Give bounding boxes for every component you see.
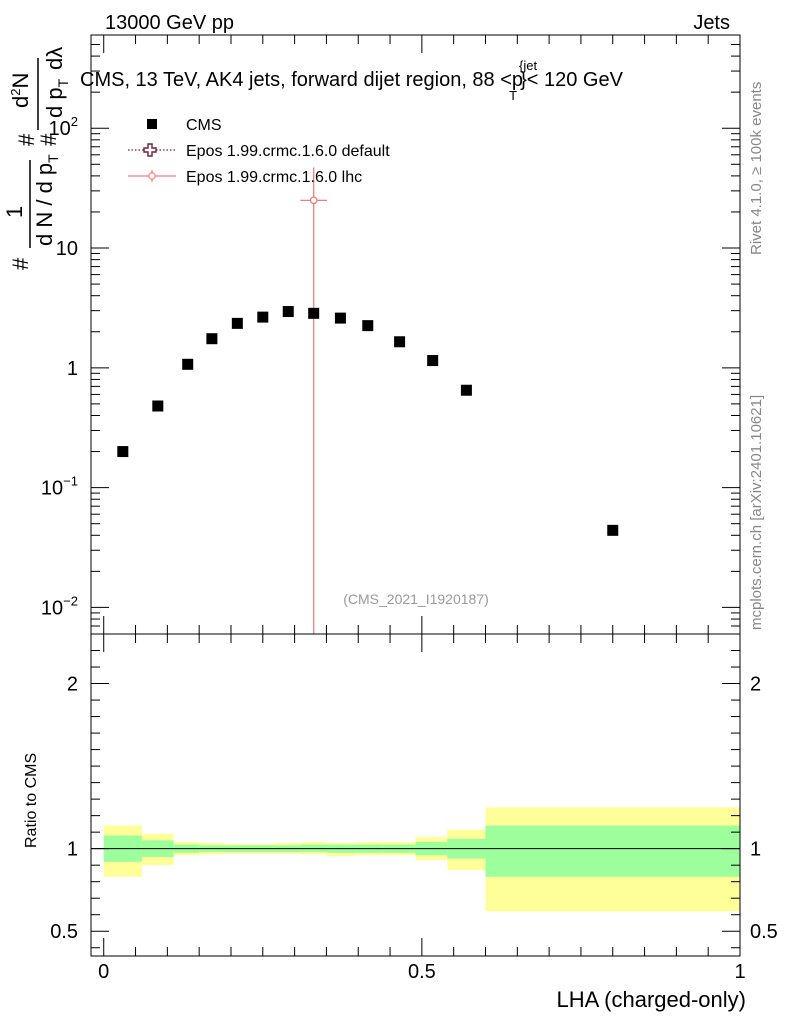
ylabel-dp-main: d p [42,87,67,118]
cms-point [427,355,439,367]
ratio-frame [90,633,741,957]
main-ytick-label-base: 10 [41,478,63,500]
cms-point [607,524,619,536]
chart-title-sub: T [509,88,517,103]
cms-point [257,311,269,323]
main-ytick-label: 10−2 [41,593,78,619]
cms-point [308,307,320,319]
epos-lhc-point [309,196,318,205]
ylabel-hash-2: # [14,133,39,146]
ratio-band-green [485,825,740,877]
legend-epos-default-label: Epos 1.99.crmc.1.6.0 default [186,143,390,160]
chart-title: CMS, 13 TeV, AK4 jets, forward dijet reg… [80,58,624,103]
main-ytick-label-base: 10 [56,238,78,260]
ylabel-frac-den-sub: T [45,154,61,163]
ratio-ytick-label-right: 1 [750,839,761,861]
ylabel-d2n-n: N [8,73,33,89]
ratio-xlabel: LHA (charged-only) [556,987,746,1012]
ylabel-dlambda: dλ [42,47,67,70]
ylabel-frac-den-main: d N / d p [32,163,57,246]
main-ytick-label-base: 10 [49,118,71,140]
mcplots-label: mcplots.cern.ch [arXiv:2401.10621] [748,395,765,630]
legend-epos-default-marker [143,143,157,157]
main-ytick-label: 102 [49,114,78,140]
chart-title-main: CMS, 13 TeV, AK4 jets, forward dijet reg… [80,69,523,91]
ylabel-d2n: d2N [8,73,33,108]
ratio-ytick-label-right: 2 [750,674,761,696]
main-ytick-label: 10 [56,238,78,260]
legend-cms-marker [147,119,157,129]
cms-point [152,400,164,412]
main-ytick-label-exp: −1 [63,474,78,489]
header-left: 13000 GeV pp [105,12,234,34]
ratio-xtick-label: 1 [734,961,745,983]
ylabel-d2n-d: d [8,96,33,108]
ratio-ylabel: Ratio to CMS [23,753,40,848]
cms-point [362,320,374,332]
cms-point [282,306,294,318]
main-ylabel: # 1 d N / d pT # d2N # d pT dλ [2,47,71,270]
ylabel-hash-3: # [36,133,61,146]
cms-point [394,336,406,348]
cms-point [334,312,346,324]
legend-epos-lhc-label: Epos 1.99.crmc.1.6.0 lhc [186,169,362,186]
ratio-bands [103,807,740,912]
cms-point [117,446,129,458]
ylabel-dp-sub: T [55,78,71,87]
ylabel-frac-den: d N / d pT [32,154,61,246]
ratio-ytick-label-right: 0.5 [750,921,778,943]
ratio-ytick-label-left: 2 [67,674,78,696]
ratio-ytick-label-left: 1 [67,839,78,861]
cms-point [182,358,194,370]
chart-title-tail: }< 120 GeV [520,69,624,91]
main-ytick-label-base: 10 [41,597,63,619]
analysis-watermark: (CMS_2021_I1920187) [343,591,489,607]
main-data-layer [117,167,619,634]
ratio-panel: 0.5 0.51 12 20 0.5 1 Ratio to CMS LHA (charge… [23,633,778,1012]
ylabel-hash-1: # [8,257,33,270]
chart-title-sup: {jet [519,58,537,73]
main-ytick-label-exp: 2 [71,114,78,129]
header-right: Jets [693,12,730,34]
ylabel-d2n-sup: 2 [8,89,23,96]
rivet-label: Rivet 4.1.0, ≥ 100k events [748,82,765,255]
ylabel-dp: d pT [42,78,71,118]
cms-point [231,317,243,329]
ylabel-frac-num: 1 [2,206,27,218]
ratio-ticks: 0.5 0.51 12 20 0.5 1 [50,634,778,983]
main-ytick-label-base: 1 [67,358,78,380]
main-ytick-label: 1 [67,358,78,380]
main-ytick-label-exp: −2 [63,593,78,608]
cms-point [460,384,472,396]
legend: CMS Epos 1.99.crmc.1.6.0 default Epos 1.… [128,117,390,186]
ratio-xtick-label: 0.5 [408,961,436,983]
legend-epos-lhc-marker [148,172,156,180]
legend-cms-label: CMS [186,117,222,134]
cms-point [206,333,218,345]
main-ytick-label: 10−1 [41,474,78,500]
ratio-xtick-label: 0 [98,961,109,983]
ratio-ytick-label-left: 0.5 [50,921,78,943]
